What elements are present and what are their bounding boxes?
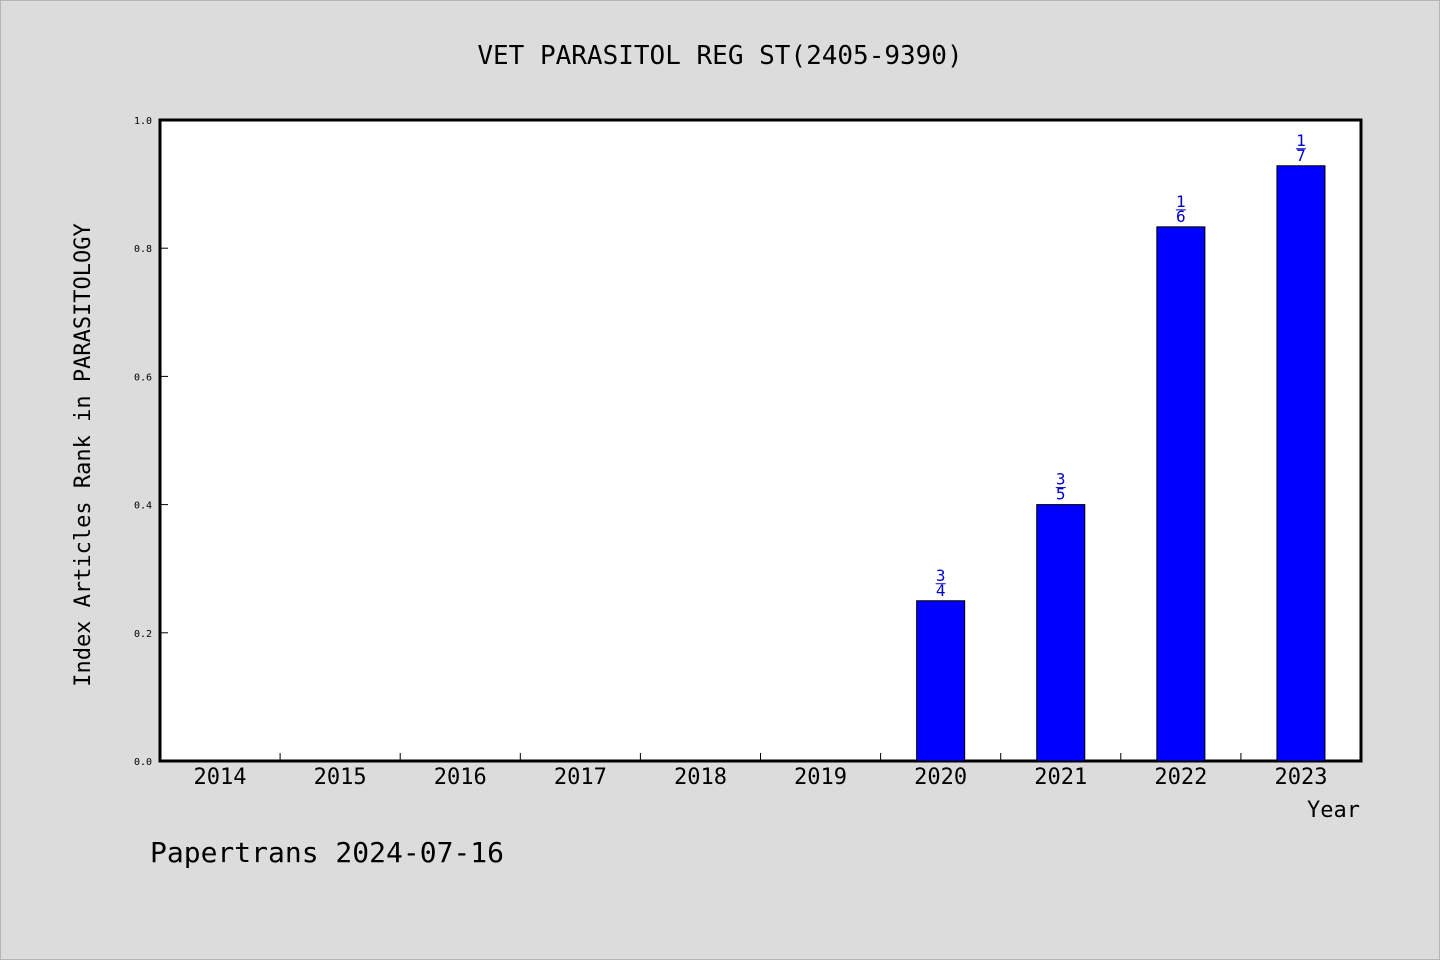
x-tick-label: 2017 (554, 765, 607, 790)
footer-credit: Papertrans 2024-07-16 (150, 836, 504, 869)
bar-label-denominator: 6 (1176, 207, 1186, 226)
x-tick-label: 2019 (794, 765, 847, 790)
bar-label-numerator: 1 (1296, 131, 1306, 150)
bar-label-denominator: 7 (1296, 146, 1306, 165)
x-tick-label: 2022 (1154, 765, 1207, 790)
bar-label-numerator: 3 (936, 566, 946, 585)
x-tick-label: 2015 (314, 765, 367, 790)
y-tick-label: 0.0 (134, 757, 152, 768)
bar-2020 (916, 600, 966, 762)
x-axis: 2014 2015 2016 2017 2018 2019 2020 2021 2022 2023 (194, 753, 1327, 790)
x-tick-label: 2014 (194, 765, 247, 790)
chart-title: VET PARASITOL REG ST(2405-9390) (477, 41, 962, 71)
x-tick-label: 2016 (434, 765, 487, 790)
bar-2022 (1156, 226, 1206, 762)
bar-2023 (1276, 165, 1326, 762)
y-axis-label: Index Articles Rank in PARASITOLOGY (71, 223, 96, 687)
x-tick-label: 2018 (674, 765, 727, 790)
x-tick-label: 2020 (914, 765, 967, 790)
bar-label-denominator: 4 (936, 581, 946, 600)
y-tick-label: 0.8 (134, 244, 152, 255)
x-axis-label: Year (1307, 798, 1360, 823)
y-tick-label: 0.4 (134, 501, 152, 512)
y-tick-label: 1.0 (134, 116, 152, 127)
y-axis: 0.0 0.2 0.4 0.6 0.8 1.0 (134, 116, 168, 768)
bar-label-numerator: 1 (1176, 192, 1186, 211)
y-tick-label: 0.6 (134, 372, 152, 383)
x-tick-label: 2021 (1034, 765, 1087, 790)
bar-label-denominator: 5 (1056, 485, 1066, 504)
x-tick-label: 2023 (1274, 765, 1327, 790)
bars (916, 165, 1326, 762)
y-tick-label: 0.2 (134, 629, 152, 640)
bar-2021 (1036, 504, 1086, 762)
bar-label-numerator: 3 (1056, 470, 1066, 489)
